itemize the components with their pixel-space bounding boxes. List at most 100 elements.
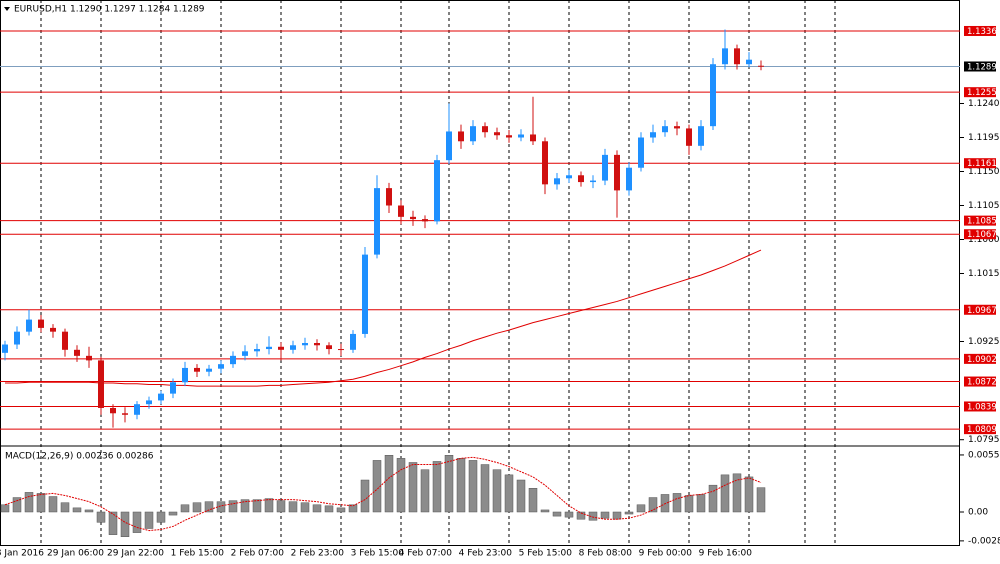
level-label-box [964, 229, 996, 240]
plot-frame [0, 0, 960, 546]
macd-bar [60, 502, 70, 513]
candle-body [86, 355, 92, 361]
level-label-box [964, 401, 996, 412]
candle-body [710, 64, 716, 127]
y-tick-label: 1.0795 [968, 435, 1000, 445]
level-label: 1.0902 [967, 355, 997, 365]
y-tick-label: 0.00553 [968, 450, 1000, 460]
macd-bar [48, 496, 58, 513]
macd-bar [12, 497, 22, 513]
candle-body [638, 137, 644, 168]
x-tick-label: 9 Feb 00:00 [639, 549, 693, 559]
candle-body [590, 180, 596, 183]
macd-bar [216, 501, 226, 513]
macd-bar [204, 501, 214, 513]
candle-body [326, 345, 332, 350]
candle-body [278, 346, 284, 350]
candle-body [758, 65, 764, 67]
level-label: 1.1067 [967, 230, 997, 240]
candle-body [554, 178, 560, 185]
macd-bar [120, 511, 130, 537]
x-tick-label: 3 Feb 15:00 [351, 549, 405, 559]
level-label: 1.1085 [967, 217, 997, 227]
macd-bar [636, 504, 646, 513]
candle-body [146, 400, 152, 405]
macd-bar [540, 509, 550, 513]
level-label-box [964, 215, 996, 226]
macd-bar [228, 500, 238, 513]
candle-body [2, 344, 8, 353]
macd-bar [132, 511, 142, 533]
x-tick-label: 8 Feb 08:00 [579, 549, 633, 559]
candle-body [254, 349, 260, 352]
macd-bar [444, 455, 454, 513]
macd-bar [756, 487, 766, 513]
candle-body [350, 333, 356, 350]
macd-bar [384, 455, 394, 513]
macd-bar [312, 504, 322, 513]
level-label-box [964, 353, 996, 364]
candle-body [26, 319, 32, 332]
macd-bar [492, 469, 502, 513]
macd-bar [240, 499, 250, 513]
macd-bar [696, 494, 706, 513]
candle-body [614, 154, 620, 191]
macd-bar [672, 493, 682, 513]
candle-body [446, 131, 452, 161]
macd-bar [288, 501, 298, 513]
candle-body [338, 349, 344, 351]
candle-body [506, 135, 512, 138]
level-label-box [964, 25, 996, 36]
macd-bar [324, 505, 334, 513]
macd-bar [552, 511, 562, 517]
candle-body [230, 355, 236, 365]
level-label-box [964, 87, 996, 98]
last-price-box [964, 61, 996, 72]
candle-body [206, 368, 212, 372]
level-label: 1.1255 [967, 88, 997, 98]
x-tick-label: 1 Feb 15:00 [171, 549, 225, 559]
candle-body [266, 346, 272, 350]
x-tick-label: 9 Feb 16:00 [699, 549, 753, 559]
candle-body [494, 132, 500, 136]
candle-body [722, 48, 728, 65]
candle-body [434, 160, 440, 222]
y-tick-label: -0.0028 [968, 536, 1000, 546]
x-tick-label: 28 Jan 2016 [0, 549, 44, 559]
y-tick-label: 1.1015 [968, 269, 1000, 279]
candle-body [50, 327, 56, 332]
macd-bar [480, 464, 490, 513]
macd-bar [348, 504, 358, 513]
macd-bar [504, 474, 514, 513]
macd-bar [516, 479, 526, 513]
level-label: 1.1161 [967, 159, 997, 169]
macd-bar [156, 511, 166, 523]
macd-bar [96, 511, 106, 523]
candle-body [566, 175, 572, 179]
level-label-box [964, 376, 996, 387]
y-tick-label: 1.1105 [968, 201, 1000, 211]
level-label: 1.0872 [967, 378, 997, 388]
candle-body [662, 126, 668, 133]
macd-bar [600, 511, 610, 519]
candle-body [110, 407, 116, 414]
candle-body [218, 364, 224, 369]
candle-body [578, 175, 584, 183]
candle-body [290, 345, 296, 350]
macd-bar [720, 474, 730, 513]
macd-bar [684, 495, 694, 513]
candle-body [62, 331, 68, 350]
candle-body [626, 167, 632, 191]
macd-signal [4, 456, 762, 532]
level-label: 1.1336 [967, 27, 997, 37]
candle-body [170, 382, 176, 394]
candle-body [518, 134, 524, 138]
x-tick-label: 5 Feb 15:00 [519, 549, 573, 559]
candle-body [374, 188, 380, 255]
candle-body [458, 131, 464, 142]
candle-body [182, 367, 188, 383]
macd-bar [300, 502, 310, 513]
x-tick-label: 29 Jan 22:00 [107, 549, 164, 559]
y-tick-label: 1.1150 [968, 167, 1000, 177]
